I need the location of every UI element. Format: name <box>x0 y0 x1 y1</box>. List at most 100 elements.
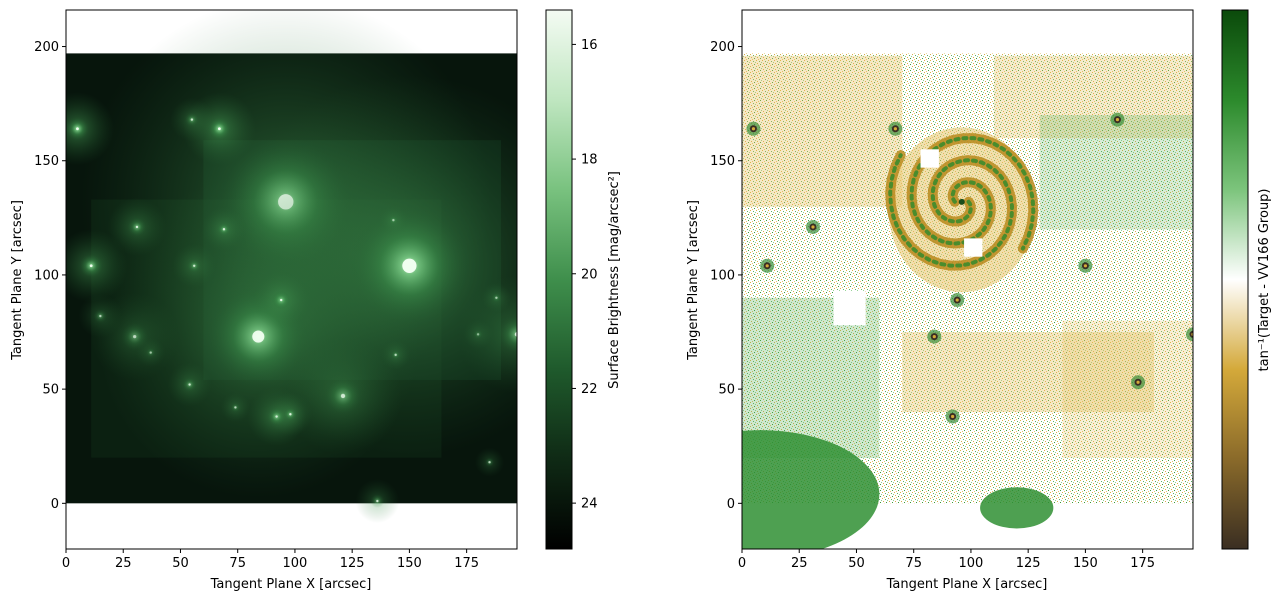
masked-region <box>920 149 939 168</box>
x-tick-label: 175 <box>1130 556 1155 571</box>
colorbar-tick-label: 24 <box>581 497 598 512</box>
source-core <box>89 264 93 268</box>
source-core <box>149 351 152 354</box>
source-halo <box>458 275 517 393</box>
y-axis-ticks: 0 50 100 150 200 <box>710 40 742 512</box>
x-tick-label: 25 <box>791 556 808 571</box>
colorbar-ticks: 16 18 20 22 24 <box>572 38 598 512</box>
residual-region <box>993 55 1193 139</box>
colorbar-label: Surface Brightness [mag/arcsec²] <box>607 171 622 389</box>
x-tick-label: 0 <box>738 556 746 571</box>
x-axis-ticks: 0 25 50 75 100 125 150 175 <box>738 549 1155 571</box>
x-tick-label: 50 <box>848 556 865 571</box>
source-halo <box>66 92 115 166</box>
source-core <box>279 298 283 302</box>
source-core <box>488 461 491 464</box>
y-tick-label: 200 <box>710 40 735 55</box>
colorbar-tick-label: 18 <box>581 153 598 168</box>
y-tick-label: 50 <box>718 383 735 398</box>
x-tick-label: 75 <box>905 556 922 571</box>
x-tick-label: 75 <box>229 556 246 571</box>
masked-region <box>964 238 983 257</box>
residual-halo <box>980 487 1054 529</box>
surface-brightness-image <box>66 10 517 524</box>
x-tick-label: 100 <box>283 556 308 571</box>
source-core <box>76 127 79 131</box>
residual-region <box>902 332 1155 413</box>
y-tick-label: 150 <box>34 154 59 169</box>
y-tick-label: 150 <box>710 154 735 169</box>
x-tick-label: 50 <box>172 556 189 571</box>
spiral-arm-residual <box>909 136 1036 251</box>
residual-image <box>742 53 1193 549</box>
source-residual-ring <box>1083 264 1088 268</box>
y-tick-label: 50 <box>42 383 59 398</box>
x-tick-label: 25 <box>115 556 132 571</box>
source-core <box>289 413 292 416</box>
y-tick-label: 100 <box>710 268 735 283</box>
x-axis-label: Tangent Plane X [arcsec] <box>886 577 1048 592</box>
masked-region <box>833 290 866 326</box>
colorbar-tick-label: 16 <box>581 38 598 53</box>
source-residual-ring <box>932 334 936 339</box>
colorbar-gradient <box>545 9 573 550</box>
y-tick-label: 0 <box>727 497 735 512</box>
source-core <box>222 228 226 231</box>
source-residual-core <box>1189 330 1193 338</box>
axes-frame <box>65 9 518 550</box>
source-core <box>514 332 517 337</box>
source-core <box>392 218 395 222</box>
source-residual-ring <box>751 127 756 131</box>
residual-halo <box>742 430 880 549</box>
colorbar-label: tan⁻¹(Target - VV166 Group) <box>1257 188 1272 371</box>
source-core <box>252 330 265 343</box>
y-axis-label: Tangent Plane Y [arcsec] <box>686 200 701 361</box>
source-core <box>135 225 139 229</box>
x-tick-label: 125 <box>1016 556 1041 571</box>
y-axis-ticks: 0 50 100 150 200 <box>34 40 66 512</box>
colorbar-tick-label: 22 <box>581 382 598 397</box>
source-residual-ring <box>951 414 955 419</box>
x-tick-label: 175 <box>454 556 479 571</box>
x-tick-label: 100 <box>959 556 984 571</box>
source-residual-ring <box>893 127 897 131</box>
x-tick-label: 150 <box>1073 556 1098 571</box>
source-core <box>188 383 191 386</box>
spiral-arm-residual <box>888 153 1015 268</box>
x-axis-label: Tangent Plane X [arcsec] <box>210 577 372 592</box>
residual-region <box>1039 115 1193 230</box>
surface-brightness-panel: 0 25 50 75 100 125 150 175 0 50 100 150 200 Tangent… <box>10 9 518 592</box>
source-residual-ring <box>1115 118 1120 122</box>
source-core <box>190 118 194 121</box>
y-tick-label: 0 <box>51 497 59 512</box>
x-tick-label: 0 <box>62 556 70 571</box>
source-core <box>394 353 397 357</box>
axes-frame <box>741 9 1194 550</box>
source-residual-ring <box>811 225 815 229</box>
source-core <box>133 334 137 339</box>
y-tick-label: 100 <box>34 268 59 283</box>
source-core <box>218 127 221 131</box>
source-core <box>376 499 379 503</box>
source-glow <box>498 316 517 353</box>
source-core <box>193 264 196 267</box>
colorbar-tick-label: 20 <box>581 267 598 282</box>
y-axis-label: Tangent Plane Y [arcsec] <box>10 200 25 361</box>
residual-region <box>742 55 903 207</box>
x-tick-label: 125 <box>340 556 365 571</box>
galaxy-nucleus <box>958 198 965 205</box>
residual-panel: 0 25 50 75 100 125 150 175 0 50 100 150 200 Tangent… <box>686 9 1194 592</box>
source-core <box>402 258 417 273</box>
source-residual-ring <box>1136 380 1140 384</box>
source-core <box>234 406 237 409</box>
surface-brightness-colorbar: 16 18 20 22 24 Surface Brightness [mag/arcse… <box>545 9 622 550</box>
residual-colorbar: tan⁻¹(Target - VV166 Group) <box>1221 9 1272 550</box>
colorbar-gradient <box>1221 9 1249 550</box>
source-residual-ring <box>765 264 769 268</box>
residual-region <box>1062 320 1193 458</box>
x-axis-ticks: 0 25 50 75 100 125 150 175 <box>62 549 479 571</box>
source-residual-ring <box>955 298 959 302</box>
source-core <box>340 393 346 399</box>
